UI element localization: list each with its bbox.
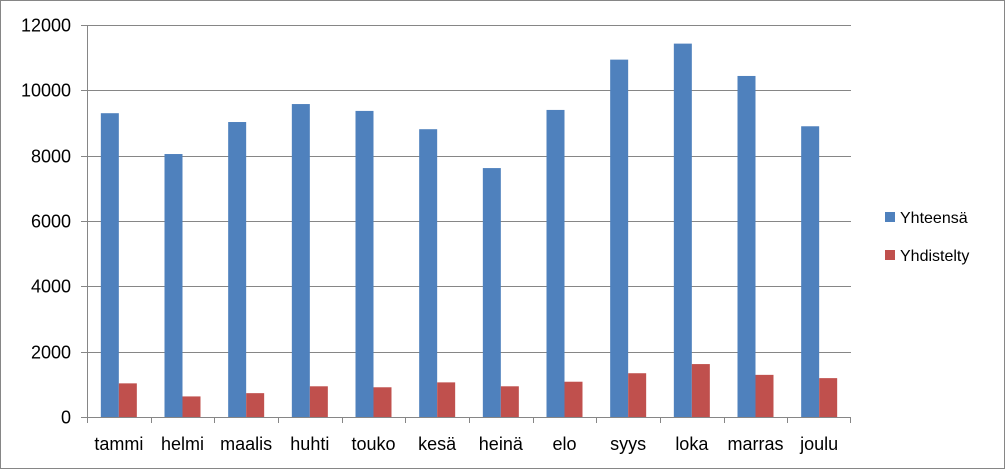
bar-Yhdistelty-maalis <box>246 393 265 417</box>
bar-Yhteensä-huhti <box>291 104 310 417</box>
axes <box>87 25 851 423</box>
bar-Yhteensä-touko <box>355 110 374 417</box>
x-tick-label-joulu: joulu <box>799 434 838 454</box>
x-axis-tick-labels: tammi helmi maalis huhti touko kesä heinä elo sy… <box>94 434 838 454</box>
y-tick-label-4000: 4000 <box>31 277 71 297</box>
x-tick-label-loka: loka <box>675 434 709 454</box>
x-tick-label-touko: touko <box>351 434 395 454</box>
bars <box>100 43 838 418</box>
bar-Yhteensä-tammi <box>100 113 119 417</box>
bar-Yhdistelty-syys <box>628 373 647 417</box>
x-tick-label-heinä: heinä <box>479 434 524 454</box>
bar-Yhdistelty-kesä <box>437 382 456 417</box>
bar-Yhteensä-heinä <box>482 168 501 417</box>
legend: Yhteensä Yhdistelty <box>885 210 969 265</box>
bar-Yhteensä-elo <box>546 109 565 417</box>
gridlines <box>87 25 851 353</box>
y-tick-label-12000: 12000 <box>21 16 71 36</box>
bar-Yhdistelty-huhti <box>309 386 328 417</box>
bar-Yhdistelty-heinä <box>500 386 519 417</box>
x-tick-label-huhti: huhti <box>290 434 329 454</box>
y-tick-label-0: 0 <box>61 408 71 428</box>
bar-Yhdistelty-touko <box>373 387 392 417</box>
x-tick-label-syys: syys <box>610 434 646 454</box>
y-tick-label-8000: 8000 <box>31 147 71 167</box>
x-tick-label-tammi: tammi <box>94 434 143 454</box>
bar-Yhdistelty-marras <box>755 374 774 417</box>
bar-Yhdistelty-tammi <box>118 383 137 417</box>
bar-Yhteensä-loka <box>673 43 692 418</box>
y-tick-label-6000: 6000 <box>31 212 71 232</box>
y-axis-tick-labels: 0 2000 4000 6000 8000 10000 12000 <box>21 16 87 428</box>
x-tick-label-maalis: maalis <box>220 434 272 454</box>
x-tick-label-kesä: kesä <box>418 434 457 454</box>
legend-swatch-Yhdistelty <box>885 250 895 260</box>
x-tick-label-elo: elo <box>552 434 576 454</box>
y-tick-label-10000: 10000 <box>21 81 71 101</box>
legend-label-Yhteensä: Yhteensä <box>900 210 968 227</box>
bar-Yhteensä-maalis <box>228 122 247 418</box>
bar-Yhteensä-marras <box>737 75 756 418</box>
bar-Yhteensä-helmi <box>164 154 183 418</box>
legend-label-Yhdistelty: Yhdistelty <box>900 248 969 265</box>
y-tick-label-2000: 2000 <box>31 343 71 363</box>
bar-Yhdistelty-loka <box>691 364 710 417</box>
bar-Yhteensä-syys <box>610 59 629 417</box>
bar-Yhteensä-kesä <box>419 129 438 417</box>
x-tick-label-helmi: helmi <box>161 434 204 454</box>
legend-swatch-Yhteensä <box>885 212 895 222</box>
bar-Yhteensä-joulu <box>801 126 820 418</box>
bar-Yhdistelty-helmi <box>182 396 201 417</box>
x-tick-label-marras: marras <box>727 434 783 454</box>
bar-Yhdistelty-elo <box>564 381 583 417</box>
bar-Yhdistelty-joulu <box>819 378 838 417</box>
